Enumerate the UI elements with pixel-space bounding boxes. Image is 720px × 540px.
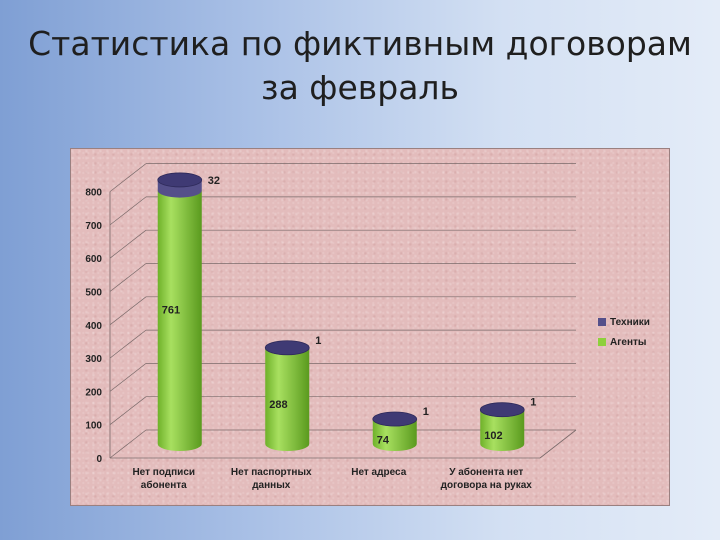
gridline-side xyxy=(109,429,147,459)
bar-top xyxy=(479,402,525,418)
x-category-label: У абонента нет договора на руках xyxy=(441,466,533,491)
slide-title-line2: за февраль xyxy=(261,68,459,107)
bar-agents xyxy=(157,190,202,451)
legend-item-technicians: Техники xyxy=(598,312,650,332)
y-tick-label: 0 xyxy=(96,454,102,465)
x-category-label: Нет паспортных данных xyxy=(231,467,312,491)
data-label-technicians: 32 xyxy=(208,175,220,187)
data-label-technicians: 1 xyxy=(423,406,429,418)
legend-item-agents: Агенты xyxy=(598,332,650,352)
data-label-agents: 74 xyxy=(377,435,390,447)
x-category-label-line: данных xyxy=(252,480,291,491)
gridline-side xyxy=(109,229,147,259)
legend-swatch-technicians xyxy=(598,318,606,326)
y-tick-label: 200 xyxy=(85,387,102,398)
x-category-label-line: Нет паспортных xyxy=(231,467,312,478)
x-category-label-line: договора на руках xyxy=(441,480,533,491)
slide-title-line1: Статистика по фиктивным договорам xyxy=(28,24,692,63)
y-tick-label: 800 xyxy=(85,188,102,199)
x-category-label-line: абонента xyxy=(141,479,187,491)
slide-title: Статистика по фиктивным договорам за фев… xyxy=(0,22,720,110)
gridline-side xyxy=(109,363,147,392)
x-category-label: Нет подписи абонента xyxy=(132,467,195,491)
gridline-side xyxy=(109,263,147,292)
y-tick-label: 700 xyxy=(85,221,102,232)
gridline-side xyxy=(109,329,147,359)
data-label-technicians: 1 xyxy=(315,335,321,347)
gridline-side xyxy=(109,296,147,326)
data-label-agents: 102 xyxy=(484,430,502,442)
bar-agents xyxy=(372,419,417,451)
data-label-technicians: 1 xyxy=(530,397,536,409)
bar-top xyxy=(372,411,418,427)
x-category-label: Нет адреса xyxy=(351,467,406,478)
y-tick-label: 500 xyxy=(85,288,102,299)
bar-agents xyxy=(480,410,525,451)
x-category-label-line: Нет подписи xyxy=(132,467,195,478)
gridline-side xyxy=(109,396,147,425)
y-tick-label: 100 xyxy=(85,421,102,432)
legend-label-agents: Агенты xyxy=(610,336,647,348)
y-tick-label: 400 xyxy=(85,321,102,332)
legend: Техники Агенты xyxy=(598,312,650,352)
data-label-agents: 761 xyxy=(162,304,180,316)
legend-swatch-agents xyxy=(598,338,606,346)
data-label-agents: 288 xyxy=(269,399,287,411)
y-tick-label: 600 xyxy=(85,254,102,265)
bar-top xyxy=(264,340,310,356)
x-category-label-line: Нет адреса xyxy=(351,467,406,478)
floor-edge xyxy=(539,429,577,459)
legend-label-technicians: Техники xyxy=(610,316,650,328)
y-tick-label: 300 xyxy=(85,354,102,365)
gridline-side xyxy=(109,163,147,192)
x-category-label-line: У абонента нет xyxy=(449,466,523,478)
bar-top xyxy=(157,172,203,188)
gridline-side xyxy=(109,196,147,226)
bar-agents xyxy=(265,348,310,451)
